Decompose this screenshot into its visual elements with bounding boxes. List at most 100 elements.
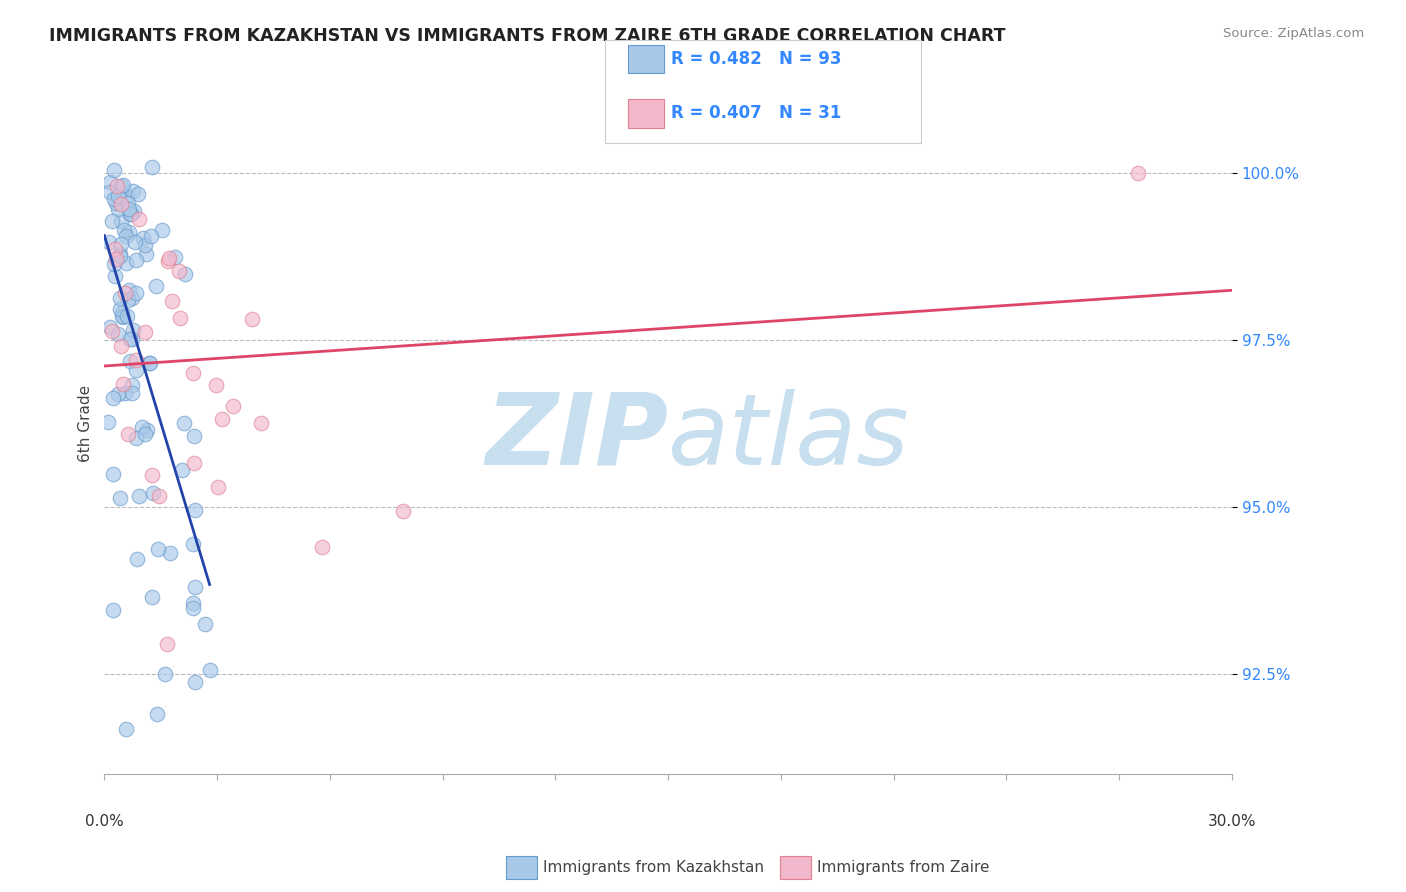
Point [181, 537, 204, 551]
Point [118, 283, 141, 297]
Point [121, 377, 143, 392]
Point [183, 456, 205, 470]
Point [115, 189, 138, 203]
Point [114, 285, 136, 300]
Text: ZIP: ZIP [485, 389, 668, 486]
Point [128, 211, 150, 226]
Point [135, 246, 157, 260]
Point [132, 231, 155, 245]
Point [138, 356, 160, 370]
Point [111, 310, 134, 324]
Point [125, 253, 148, 268]
Point [111, 309, 134, 323]
Point [112, 223, 135, 237]
Point [97, 415, 120, 429]
Point [205, 377, 228, 392]
Point [124, 431, 146, 445]
Point [101, 603, 124, 617]
Point [127, 551, 149, 566]
Point [181, 366, 204, 380]
Point [142, 486, 165, 500]
Point [139, 356, 162, 370]
Point [184, 674, 207, 689]
Point [240, 312, 263, 326]
Point [125, 285, 148, 300]
Point [139, 228, 162, 243]
Point [141, 160, 163, 174]
Point [117, 196, 139, 211]
Point [98, 320, 121, 334]
Point [103, 257, 125, 271]
Point [173, 416, 195, 430]
Point [110, 302, 132, 317]
Point [160, 294, 183, 309]
Point [136, 423, 159, 437]
Point [124, 235, 146, 250]
Point [114, 229, 136, 244]
Point [146, 707, 169, 722]
Point [121, 323, 143, 337]
Point [105, 252, 128, 267]
Text: atlas: atlas [668, 389, 910, 486]
Point [134, 237, 156, 252]
Point [173, 267, 195, 281]
Point [107, 202, 129, 216]
Point [184, 580, 207, 594]
Point [110, 491, 132, 505]
Point [120, 354, 142, 368]
Point [98, 185, 121, 199]
Point [181, 601, 204, 615]
Point [114, 385, 136, 400]
Text: IMMIGRANTS FROM KAZAKHSTAN VS IMMIGRANTS FROM ZAIRE 6TH GRADE CORRELATION CHART: IMMIGRANTS FROM KAZAKHSTAN VS IMMIGRANTS… [49, 27, 1005, 45]
Text: 30.0%: 30.0% [1208, 814, 1256, 829]
Point [108, 291, 131, 305]
Point [121, 292, 143, 306]
Point [157, 252, 180, 266]
Point [110, 178, 132, 193]
Point [153, 666, 176, 681]
Point [392, 504, 415, 518]
Point [156, 637, 179, 651]
Point [194, 617, 217, 632]
Point [200, 663, 222, 677]
Point [311, 540, 333, 554]
Point [128, 489, 150, 503]
Point [184, 503, 207, 517]
Point [134, 326, 156, 340]
Point [148, 489, 170, 503]
Point [250, 416, 273, 430]
Text: Immigrants from Kazakhstan: Immigrants from Kazakhstan [543, 860, 763, 874]
Point [100, 324, 122, 338]
Point [108, 247, 131, 261]
Point [121, 332, 143, 346]
Point [110, 236, 132, 251]
Point [110, 339, 132, 353]
Point [134, 426, 156, 441]
Point [111, 306, 134, 320]
Point [97, 235, 120, 250]
Text: Immigrants from Zaire: Immigrants from Zaire [817, 860, 990, 874]
Point [110, 186, 132, 201]
Point [107, 326, 129, 341]
Point [145, 279, 167, 293]
Point [108, 250, 131, 264]
Text: R = 0.407   N = 31: R = 0.407 N = 31 [671, 104, 841, 122]
Point [107, 387, 129, 401]
Point [103, 163, 125, 178]
Point [131, 420, 153, 434]
Point [104, 195, 127, 210]
Point [207, 480, 229, 494]
Point [170, 463, 193, 477]
Point [112, 376, 135, 391]
Point [115, 722, 138, 736]
Point [1126, 166, 1149, 180]
Point [101, 391, 124, 405]
Point [127, 187, 149, 202]
Point [103, 192, 125, 206]
Point [118, 332, 141, 346]
Point [221, 399, 243, 413]
Text: 0.0%: 0.0% [84, 814, 124, 829]
Point [122, 203, 145, 218]
Point [156, 254, 179, 268]
Text: Source: ZipAtlas.com: Source: ZipAtlas.com [1223, 27, 1364, 40]
